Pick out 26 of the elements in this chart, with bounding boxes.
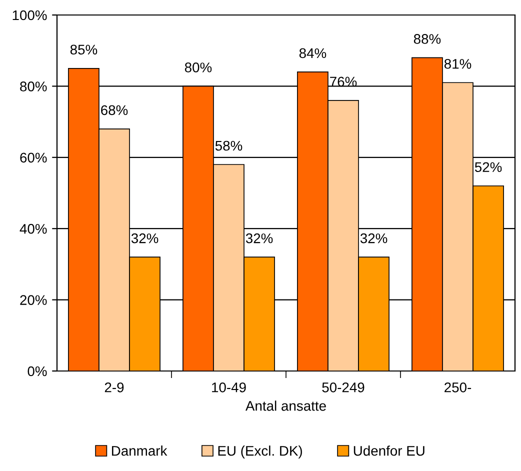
legend-label: Udenfor EU: [354, 446, 424, 456]
data-label: 85%: [70, 44, 98, 55]
legend-label: EU (Excl. DK): [218, 446, 302, 458]
data-label: 32%: [360, 233, 388, 244]
x-axis-title: Antal ansatte: [245, 400, 326, 411]
y-tick-label: 80%: [20, 82, 47, 92]
data-label: 68%: [101, 105, 128, 116]
data-label: 88%: [414, 34, 441, 44]
legend-label: Danmark: [112, 446, 168, 456]
y-tick-label: 40%: [20, 224, 47, 234]
y-tick-label: 0%: [28, 366, 47, 376]
data-label: 58%: [215, 140, 242, 151]
data-label: 76%: [330, 76, 357, 87]
data-label: 32%: [131, 233, 158, 244]
x-tick-label: 10-49: [212, 382, 246, 392]
y-tick-label: 100%: [12, 10, 47, 20]
data-label: 84%: [299, 48, 326, 58]
data-label: 80%: [184, 62, 212, 72]
x-tick-label: 250-: [444, 382, 472, 392]
y-tick-label: 20%: [20, 295, 47, 305]
y-tick-label: 60%: [20, 152, 47, 163]
data-label: 52%: [474, 162, 502, 172]
data-label: 81%: [444, 58, 472, 69]
data-label: 32%: [246, 233, 273, 244]
x-tick-label: 2-9: [104, 382, 124, 392]
x-tick-label: 50-249: [322, 382, 364, 392]
